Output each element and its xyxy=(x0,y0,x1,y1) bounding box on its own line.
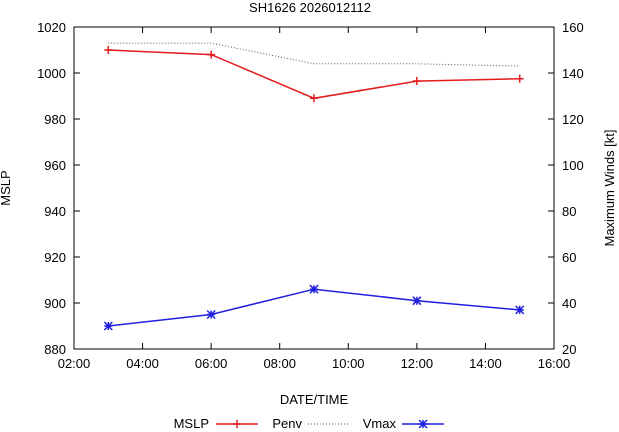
x-tick-label: 10:00 xyxy=(332,356,365,371)
data-point-vmax xyxy=(412,296,422,306)
x-tick-label: 08:00 xyxy=(263,356,296,371)
x-tick-label: 12:00 xyxy=(401,356,434,371)
y-left-tick-label: 980 xyxy=(44,112,66,127)
data-point-mslp xyxy=(207,50,216,59)
chart-title: SH1626 2026012112 xyxy=(249,0,371,15)
data-point-vmax xyxy=(206,309,216,320)
series-line-vmax xyxy=(108,288,520,327)
y-axis-left-label: MSLP xyxy=(0,170,13,205)
series-layer xyxy=(103,42,525,331)
y-left-tick-label: 1020 xyxy=(37,20,66,35)
y-right-tick-label: 80 xyxy=(562,204,576,219)
x-axis-label: DATE/TIME xyxy=(280,392,349,407)
x-axis: 02:00 04:00 06:00 08:00 10:00 12:00 14:00 16:00 xyxy=(58,27,571,371)
y-axis-right-label: Maximum Winds [kt] xyxy=(602,129,617,246)
y-axis-left: 880 900 920 940 960 980 1000 1020 xyxy=(37,20,80,357)
plot-frame xyxy=(73,26,555,350)
legend-marker-mslp xyxy=(233,420,241,428)
y-left-tick-label: 1000 xyxy=(37,66,66,81)
y-left-tick-label: 900 xyxy=(44,296,66,311)
legend-label-mslp: MSLP xyxy=(174,416,209,431)
data-point-mslp xyxy=(104,46,113,54)
data-point-mslp xyxy=(310,94,318,103)
x-tick-label: 14:00 xyxy=(469,356,502,371)
data-point-mslp xyxy=(515,74,524,83)
data-point-vmax xyxy=(103,321,113,331)
legend-label-vmax: Vmax xyxy=(363,416,397,431)
y-right-tick-label: 40 xyxy=(562,296,576,311)
data-point-vmax xyxy=(309,284,319,294)
x-tick-label: 04:00 xyxy=(126,356,159,371)
y-left-tick-label: 940 xyxy=(44,204,66,219)
y-right-tick-label: 60 xyxy=(562,250,576,265)
y-right-tick-label: 120 xyxy=(562,112,584,127)
x-tick-label: 06:00 xyxy=(195,356,228,371)
data-point-vmax xyxy=(515,305,525,315)
y-right-tick-label: 160 xyxy=(562,20,584,35)
legend-label-penv: Penv xyxy=(272,416,302,431)
legend-marker-vmax xyxy=(418,419,428,429)
y-right-tick-label: 100 xyxy=(562,158,584,173)
series-line-penv xyxy=(108,42,520,67)
legend: MSLP Penv Vmax xyxy=(174,416,444,431)
x-tick-label: 16:00 xyxy=(538,356,571,371)
y-right-tick-label: 140 xyxy=(562,66,584,81)
series-line-mslp xyxy=(108,49,520,100)
data-point-mslp xyxy=(412,77,421,86)
x-tick-label: 02:00 xyxy=(58,356,91,371)
y-axis-right: 20 40 60 80 100 120 140 160 xyxy=(548,20,584,357)
y-left-tick-label: 920 xyxy=(44,250,66,265)
y-left-tick-label: 880 xyxy=(44,342,66,357)
y-right-tick-label: 20 xyxy=(562,342,576,357)
y-left-tick-label: 960 xyxy=(44,158,66,173)
